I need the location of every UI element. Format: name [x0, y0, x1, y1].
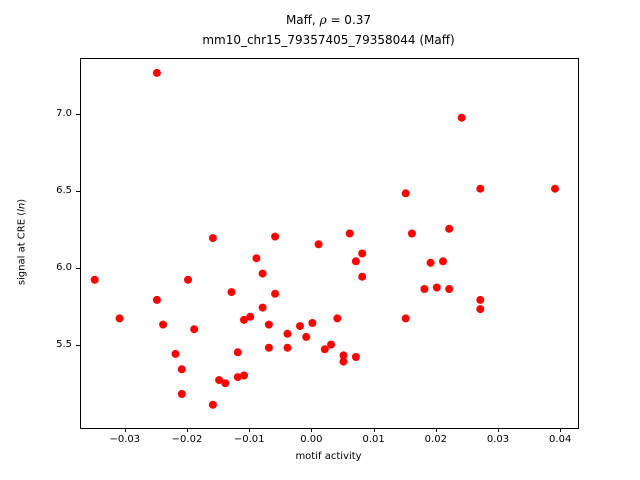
scatter-point [152, 295, 161, 304]
scatter-point [426, 258, 435, 267]
rho-symbol: ρ [319, 13, 327, 27]
scatter-point [246, 312, 255, 321]
y-tick-mark [76, 113, 80, 115]
scatter-point [351, 257, 360, 266]
scatter-point [401, 314, 410, 323]
scatter-point [258, 303, 267, 312]
scatter-point [258, 269, 267, 278]
x-tick-label: 0.04 [549, 434, 572, 445]
scatter-point [159, 320, 168, 329]
y-tick-label: 6.5 [56, 184, 72, 196]
scatter-point [314, 240, 323, 249]
scatter-point [401, 189, 410, 198]
y-tick-mark [76, 268, 80, 269]
scatter-point [476, 295, 485, 304]
x-tick-mark [373, 428, 375, 432]
scatter-point [233, 373, 242, 382]
scatter-point [476, 305, 485, 314]
y-axis-label-ln: ln [16, 202, 28, 212]
scatter-point [177, 365, 186, 374]
y-axis-label-pre: signal at CRE ( [16, 211, 28, 286]
scatter-point [271, 289, 280, 298]
y-tick-label: 6.0 [56, 262, 72, 273]
scatter-point [240, 315, 248, 324]
scatter-point [445, 224, 454, 233]
scatter-point [445, 285, 454, 293]
scatter-point [208, 234, 217, 243]
scatter-point [351, 353, 360, 361]
x-tick-mark [560, 428, 562, 432]
y-tick-mark [76, 345, 80, 347]
scatter-point [115, 314, 124, 323]
scatter-point [358, 272, 367, 281]
scatter-point [152, 68, 161, 77]
chart-title-suffix: = 0.37 [326, 13, 372, 27]
scatter-point [90, 275, 99, 284]
scatter-point [358, 249, 367, 258]
x-tick-mark [498, 428, 499, 432]
scatter-point [476, 184, 485, 193]
y-tick-mark [76, 190, 80, 192]
chart-title: Maff, ρ = 0.37 [80, 13, 577, 27]
x-tick-mark [124, 428, 126, 432]
scatter-point [283, 343, 292, 352]
scatter-point [420, 285, 429, 293]
x-tick-mark [311, 428, 313, 432]
y-tick-label: 7.0 [56, 107, 72, 119]
x-tick-mark [187, 428, 188, 432]
scatter-point [264, 320, 273, 329]
scatter-point [215, 376, 224, 385]
scatter-point [252, 254, 261, 263]
x-tick-label: −0.01 [233, 434, 265, 445]
x-tick-label: 0.00 [300, 434, 323, 445]
x-axis-label: motif activity [295, 451, 362, 462]
scatter-series [90, 68, 559, 409]
scatter-point [264, 343, 273, 352]
scatter-point [457, 113, 466, 122]
scatter-point [177, 390, 186, 398]
scatter-point [221, 379, 230, 388]
chart-title-prefix: Maff, [285, 13, 320, 27]
scatter-point [345, 229, 354, 238]
scatter-point [339, 351, 348, 360]
scatter-point [227, 288, 236, 297]
scatter-point [233, 348, 242, 357]
scatter-point [184, 275, 192, 284]
scatter-point [302, 332, 311, 341]
scatter-point [407, 229, 416, 238]
scatter-point [208, 400, 217, 409]
y-tick-label: 5.5 [56, 339, 72, 351]
scatter-point [551, 184, 559, 193]
scatter-point [190, 325, 199, 334]
chart-subtitle: mm10_chr15_79357405_79358044 (Maff) [202, 33, 455, 47]
x-tick-label: −0.03 [109, 434, 141, 445]
x-tick-label: 0.03 [486, 434, 510, 445]
scatter-point [339, 357, 348, 366]
x-tick-label: −0.02 [171, 434, 203, 445]
scatter-point [439, 257, 447, 266]
x-tick-label: 0.01 [362, 434, 385, 445]
scatter-point [308, 319, 317, 327]
scatter-point [432, 283, 441, 292]
plot-area [80, 58, 579, 429]
scatter-point [333, 314, 342, 323]
scatter-point [171, 349, 180, 358]
scatter-point [240, 371, 248, 380]
y-axis-label-post: ) [16, 198, 28, 203]
scatter-point [296, 322, 304, 331]
scatter-point [320, 345, 329, 354]
x-tick-mark [435, 428, 437, 432]
scatter-point [327, 340, 336, 349]
scatter-point [271, 232, 280, 241]
scatter-point [283, 329, 292, 338]
x-tick-label: 0.02 [424, 434, 447, 445]
x-tick-mark [249, 428, 251, 432]
